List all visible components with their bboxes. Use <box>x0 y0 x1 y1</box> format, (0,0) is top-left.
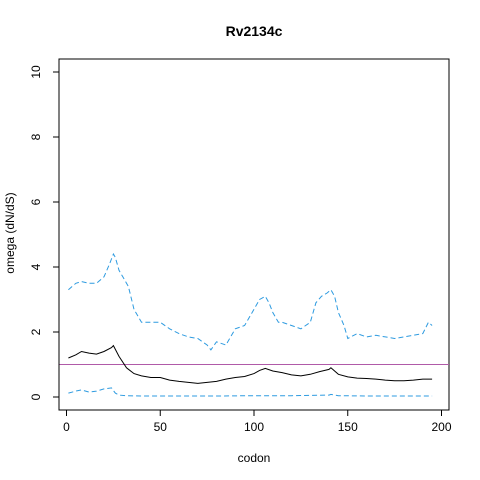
y-axis-label: omega (dN/dS) <box>3 192 17 273</box>
y-tick-label: 2 <box>29 328 43 335</box>
x-tick-label: 100 <box>244 420 264 434</box>
y-tick-label: 4 <box>29 263 43 270</box>
lower-bound-line <box>68 387 433 397</box>
axes-layer: 0 50 100 150 200 0 2 4 6 8 10 <box>29 65 452 434</box>
plot-frame <box>58 58 450 411</box>
plot-layer <box>59 252 449 397</box>
x-tick-label: 0 <box>63 420 70 434</box>
y-tick-label: 8 <box>29 133 43 140</box>
y-tick-label: 6 <box>29 198 43 205</box>
y-tick-label: 0 <box>29 393 43 400</box>
omega-estimate-line <box>68 344 433 384</box>
x-axis-label: codon <box>238 451 271 465</box>
y-tick-label: 10 <box>29 65 43 79</box>
x-tick-label: 50 <box>154 420 168 434</box>
upper-bound-line <box>68 252 433 351</box>
x-tick-label: 150 <box>338 420 358 434</box>
x-tick-label: 200 <box>431 420 451 434</box>
chart-title: Rv2134c <box>226 23 283 39</box>
